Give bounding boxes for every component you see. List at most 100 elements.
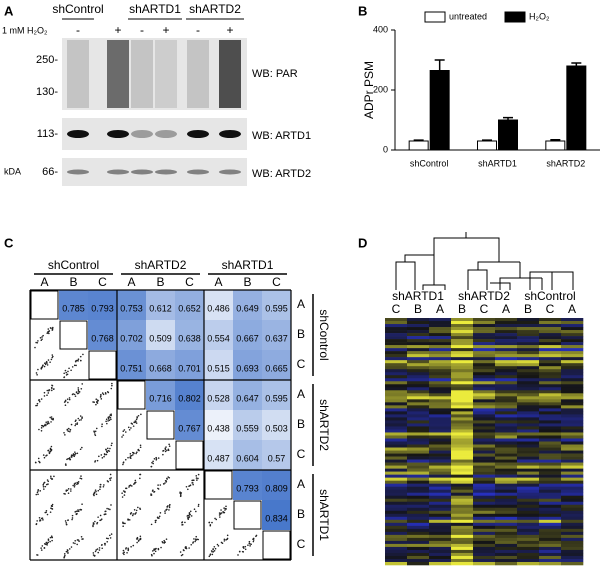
column-label: C (392, 302, 401, 316)
scatter-dot (100, 454, 103, 456)
heatmap-cell (407, 363, 430, 367)
scatter-dot (64, 554, 66, 557)
replicate-label: C (297, 447, 306, 461)
scatter-dot (50, 327, 52, 329)
scatter-dot (238, 550, 241, 553)
heatmap-cell (517, 453, 540, 457)
scatter-dot (43, 482, 45, 484)
heatmap-cell (407, 444, 430, 448)
heatmap-cell (473, 447, 496, 451)
correlation-cell (175, 290, 204, 320)
scatter-dot (81, 446, 83, 449)
scatter-dot (130, 454, 133, 457)
scatter-dot (97, 399, 99, 402)
heatmap-cell (561, 381, 584, 385)
heatmap-cell (407, 483, 430, 487)
scatter-dot (121, 436, 123, 438)
scatter-dot (76, 359, 78, 362)
scatter-dot (50, 475, 52, 478)
scatter-dot (67, 370, 69, 373)
correlation-cell (233, 440, 262, 470)
blot-lane (107, 40, 129, 108)
heatmap-cell (473, 393, 496, 397)
scatter-dot (132, 454, 134, 456)
heatmap-cell (561, 537, 584, 542)
scatter-dot (99, 514, 102, 517)
heatmap-cell (495, 411, 518, 415)
heatmap-cell (517, 462, 540, 466)
heatmap-cell (451, 486, 474, 490)
scatter-dot (108, 419, 111, 422)
heatmap-cell (407, 357, 430, 361)
heatmap-cell (495, 450, 518, 454)
correlation-value: 0.595 (265, 393, 288, 403)
scatter-dot (94, 520, 96, 523)
scatter-dot (66, 550, 69, 552)
heatmap-cell (429, 441, 452, 445)
heatmap-cell (517, 330, 540, 334)
heatmap-cell (517, 354, 540, 358)
scatter-dot (67, 427, 70, 430)
heatmap-cell (539, 492, 562, 497)
correlation-value: 0.809 (265, 483, 288, 493)
heatmap-cell (429, 384, 452, 388)
heatmap-cell (495, 327, 518, 331)
heatmap-cell (407, 501, 430, 506)
scatter-dot (51, 387, 53, 390)
scatter-dot (166, 449, 168, 452)
replicate-label: A (297, 297, 305, 311)
heatmap-cell (495, 369, 518, 373)
correlation-value: 0.668 (149, 363, 172, 373)
scatter-dot (192, 482, 194, 484)
group-label: shControl (524, 289, 575, 303)
scatter-dot (94, 461, 96, 463)
heatmap-cell (495, 402, 518, 406)
bar (477, 140, 497, 151)
correlation-cell (204, 440, 233, 470)
scatter-dot (51, 508, 54, 510)
replicate-label: C (297, 537, 306, 551)
heatmap-cell (517, 480, 540, 484)
heatmap-cell (517, 513, 540, 518)
scatter-dot (130, 427, 132, 429)
heatmap-cell (473, 555, 496, 560)
scatter-dot (73, 484, 76, 486)
heatmap-cell (495, 471, 518, 475)
column-label: A (436, 302, 444, 316)
scatter-dot (153, 552, 155, 555)
error-bar (413, 139, 424, 141)
heatmap-cell (407, 552, 430, 557)
scatter-dot (51, 354, 54, 356)
replicate-label: B (297, 507, 305, 521)
heatmap-cell (429, 447, 452, 451)
heatmap-cell (451, 435, 474, 439)
scatter-dot (40, 547, 42, 549)
blot-band (155, 169, 177, 175)
scatter-dot (194, 538, 197, 540)
heatmap-cell (473, 411, 496, 415)
heatmap-cell (429, 399, 452, 403)
diagonal-cell (30, 290, 59, 320)
group-label: shControl (52, 2, 103, 16)
scatter-dot (139, 535, 142, 538)
scatter-dot (50, 449, 53, 452)
scatter-dot (92, 401, 94, 403)
heatmap-cell (407, 474, 430, 478)
scatter-dot (122, 549, 125, 552)
heatmap-cell (407, 450, 430, 454)
scatter-dot (51, 536, 53, 539)
bar (545, 140, 566, 151)
heatmap-cell (539, 453, 562, 457)
scatter-dot (65, 522, 67, 524)
heatmap-cell (473, 465, 496, 469)
scatter-dot (208, 555, 211, 558)
heatmap-cell (495, 381, 518, 385)
column-label: B (524, 302, 532, 316)
heatmap-cell (561, 408, 584, 412)
scatter-dot (104, 510, 107, 513)
error-bar (571, 62, 582, 66)
column-label: B (458, 302, 466, 316)
heatmap-cell (407, 333, 430, 337)
heatmap-cell (429, 507, 452, 512)
heatmap-cell (539, 396, 562, 400)
